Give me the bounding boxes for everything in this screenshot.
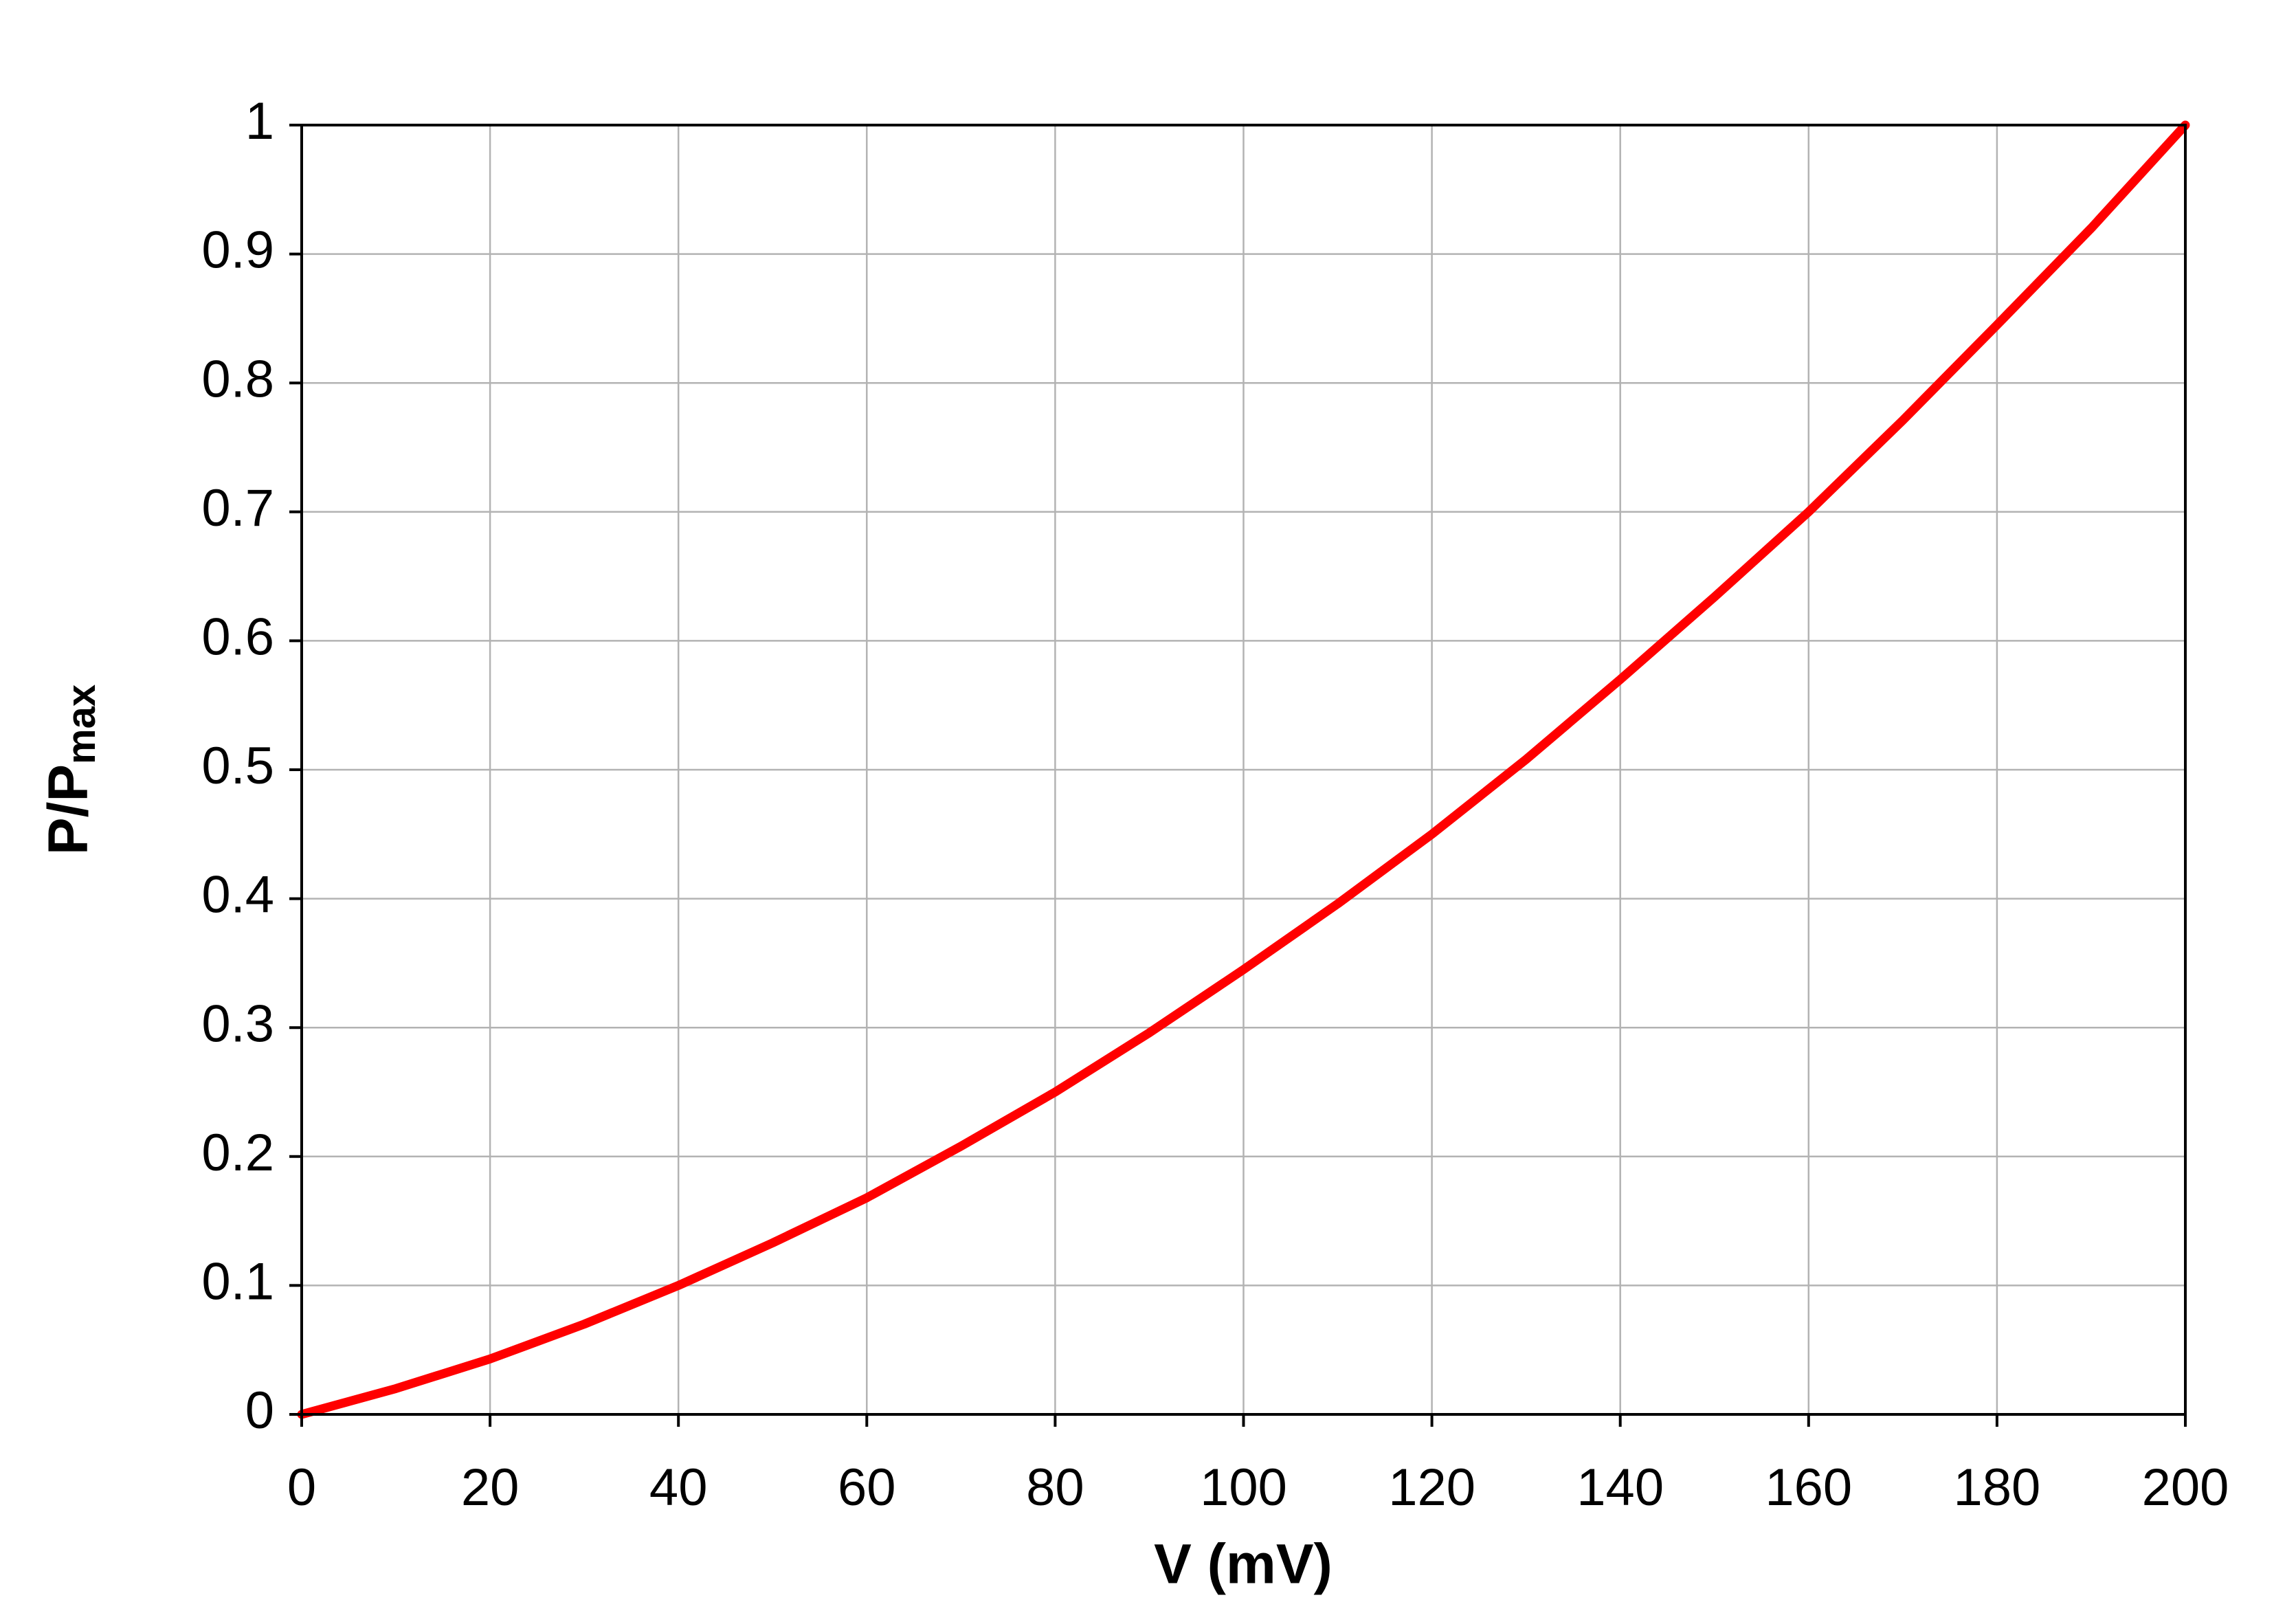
y-tick-label: 0.1	[201, 1252, 274, 1311]
y-tick-label: 0.5	[201, 737, 274, 795]
y-axis-label-main: P/P	[37, 764, 100, 855]
y-tick-label: 0.7	[201, 479, 274, 537]
x-tick-label: 180	[1953, 1458, 2040, 1517]
y-tick-label: 0	[245, 1381, 274, 1440]
x-tick-label: 140	[1576, 1458, 1664, 1517]
data-line	[297, 120, 2190, 1419]
grid	[300, 124, 2187, 1416]
x-tick-label: 0	[287, 1458, 316, 1517]
y-tick-label: 0.4	[201, 866, 274, 924]
x-tick-label: 80	[1026, 1458, 1084, 1517]
marks	[297, 120, 2190, 1419]
x-tick-label: 60	[838, 1458, 896, 1517]
y-tick-label: 0.8	[201, 350, 274, 408]
x-axis-label: V (mV)	[1154, 1533, 1333, 1596]
y-tick-label: 0.9	[201, 221, 274, 280]
x-tick-label: 20	[461, 1458, 520, 1517]
y-axis-label-sub: max	[59, 685, 104, 764]
x-tick-label: 120	[1388, 1458, 1475, 1517]
x-tick-label: 160	[1765, 1458, 1852, 1517]
x-tick-label: 100	[1200, 1458, 1287, 1517]
y-tick-label: 0.2	[201, 1124, 274, 1182]
y-axis-label: P/Pmax	[37, 685, 104, 855]
y-tick-label: 1	[245, 92, 274, 151]
x-tick-label: 40	[649, 1458, 708, 1517]
x-tick-label: 200	[2142, 1458, 2229, 1517]
y-tick-label: 0.3	[201, 994, 274, 1053]
y-tick-label: 0.6	[201, 608, 274, 666]
